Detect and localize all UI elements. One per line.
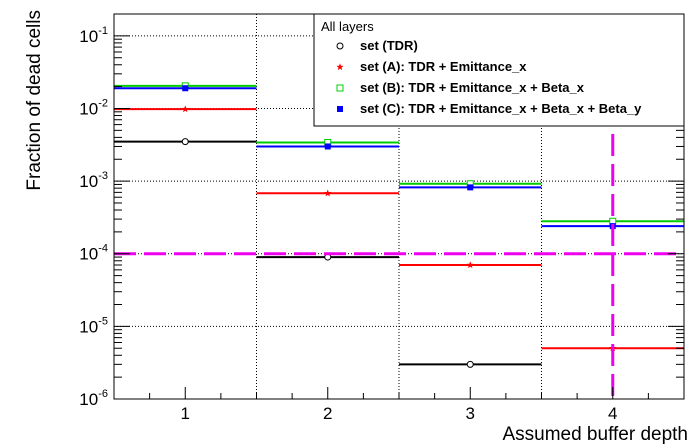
legend-box [313, 13, 685, 127]
x-tick-labels: 1 2 3 4 [181, 404, 618, 423]
data-point [466, 261, 474, 269]
legend-header: All layers [321, 19, 374, 34]
y-tick-label: 10-1 [79, 25, 108, 46]
legend-entry: set (B): TDR + Emittance_x + Beta_x [336, 80, 585, 95]
legend-marker [336, 84, 344, 92]
y-tick-labels: 10-6 10-5 10-4 10-3 10-2 10-1 [79, 25, 108, 409]
legend-label: set (C): TDR + Emittance_x + Beta_x + Be… [360, 101, 642, 116]
legend-marker [337, 106, 343, 112]
y-axis-label: Fraction of dead cells [24, 10, 45, 191]
data-point [467, 184, 474, 191]
legend-label: set (TDR) [360, 38, 418, 53]
x-tick-label: 2 [323, 404, 332, 423]
y-tick-label: 10-3 [79, 170, 108, 191]
y-tick-label: 10-6 [79, 388, 108, 409]
data-point [466, 360, 474, 368]
y-tick-label: 10-5 [79, 315, 108, 336]
legend-marker [336, 42, 344, 50]
legend-entry: set (C): TDR + Emittance_x + Beta_x + Be… [337, 101, 642, 116]
x-tick-label: 1 [181, 404, 190, 423]
data-point [324, 143, 331, 150]
y-tick-label: 10-4 [79, 243, 108, 264]
data-point [181, 105, 189, 113]
data-point [181, 138, 189, 146]
y-tick-label: 10-2 [79, 97, 108, 118]
data-point [324, 189, 332, 197]
data-layer [114, 82, 684, 368]
legend-label: set (B): TDR + Emittance_x + Beta_x [360, 80, 585, 95]
x-axis-label: Assumed buffer depth [502, 424, 688, 445]
data-point [182, 85, 189, 92]
x-tick-label: 4 [608, 404, 617, 423]
legend-marker [336, 63, 344, 71]
legend-entry: set (TDR) [336, 38, 418, 53]
x-tick-label: 3 [466, 404, 475, 423]
series [114, 138, 542, 368]
series [114, 85, 684, 230]
legend-label: set (A): TDR + Emittance_x [360, 59, 527, 74]
legend: All layers set (TDR) set (A): TDR + Emitt… [313, 13, 685, 127]
legend-entry: set (A): TDR + Emittance_x [336, 59, 527, 74]
